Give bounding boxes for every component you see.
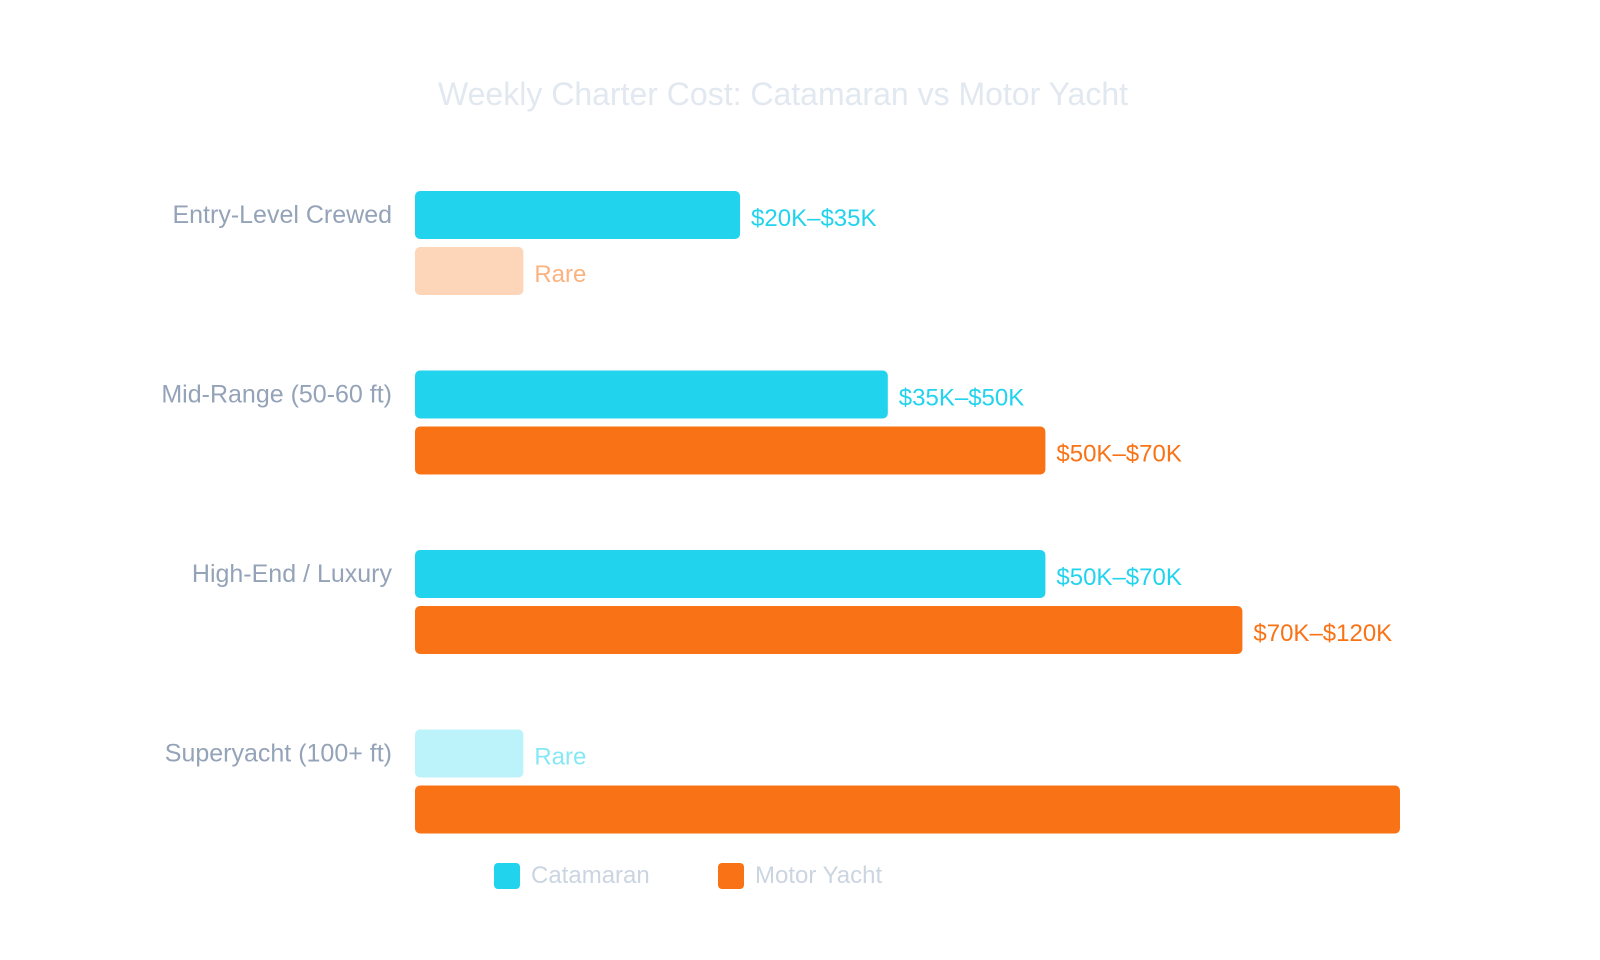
chart-title: Weekly Charter Cost: Catamaran vs Motor …	[437, 76, 1129, 112]
bar-motor-yacht[interactable]	[415, 785, 1400, 834]
data-label: Rare	[534, 744, 586, 771]
bar-catamaran[interactable]	[415, 550, 1046, 598]
category-label: Superyacht (100+ ft)	[165, 740, 392, 768]
legend-swatch-motor-yacht	[718, 863, 744, 889]
category-label: Mid-Range (50-60 ft)	[161, 381, 392, 409]
legend-item-catamaran[interactable]: Catamaran	[494, 862, 650, 890]
bar-motor-yacht[interactable]	[415, 247, 524, 295]
data-label: Rare	[534, 261, 586, 288]
data-label: $35K–$50K	[899, 385, 1024, 412]
legend-swatch-catamaran	[494, 863, 520, 889]
legend-label: Catamaran	[531, 862, 650, 889]
data-label: $50K–$70K	[1056, 564, 1181, 591]
bar-motor-yacht[interactable]	[415, 606, 1243, 654]
data-label: $20K–$35K	[751, 205, 876, 232]
bar-catamaran[interactable]	[415, 729, 524, 778]
category-label: Entry-Level Crewed	[172, 201, 392, 229]
data-label: $50K–$70K	[1056, 441, 1181, 468]
data-label: $70K–$120K	[1253, 620, 1392, 647]
bar-motor-yacht[interactable]	[415, 426, 1046, 475]
legend-item-motor-yacht[interactable]: Motor Yacht	[718, 862, 882, 890]
bar-catamaran[interactable]	[415, 370, 888, 419]
legend-label: Motor Yacht	[755, 862, 883, 889]
bar-catamaran[interactable]	[415, 191, 741, 239]
category-label: High-End / Luxury	[192, 560, 393, 588]
